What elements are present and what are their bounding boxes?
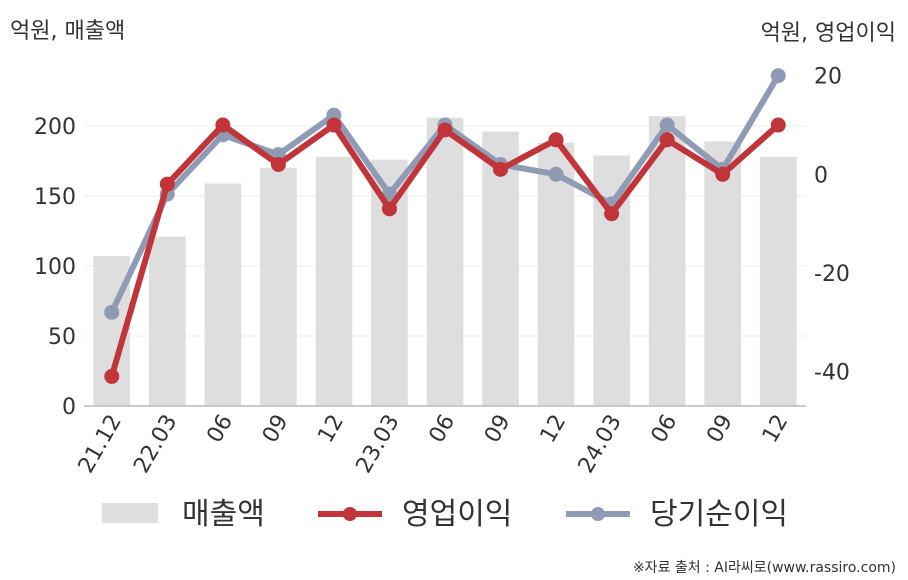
point-net-10: [659, 117, 675, 133]
bar-revenue-8: [537, 142, 575, 407]
x-tick-2: 06: [202, 411, 238, 448]
bar-revenue-3: [260, 168, 297, 406]
left-axis-unit: 억원, 매출액: [10, 19, 125, 44]
bar-revenue-10: [648, 116, 686, 406]
bar-revenue-12: [759, 156, 797, 406]
x-tick-9: 24.03: [574, 411, 627, 478]
legend-swatch-revenue: [102, 503, 158, 523]
point-operating-11: [715, 166, 731, 182]
left-tick-3: 150: [34, 185, 76, 210]
point-net-0: [104, 304, 120, 320]
bar-revenue-7: [482, 131, 519, 406]
point-operating-3: [270, 156, 286, 172]
legend-marker-operating: [343, 507, 357, 521]
point-operating-1: [159, 176, 175, 192]
left-tick-2: 100: [34, 255, 76, 280]
legend-label-net: 당기순이익: [650, 497, 788, 532]
x-tick-5: 23.03: [352, 411, 405, 478]
right-tick-1: -20: [814, 262, 850, 287]
left-axis-ticks: 0 50 100 150 200: [34, 115, 76, 420]
bar-revenue-11: [704, 141, 742, 406]
point-operating-9: [604, 206, 620, 222]
point-net-12: [770, 68, 786, 84]
x-tick-10: 06: [647, 411, 683, 448]
x-tick-1: 22.03: [129, 411, 182, 478]
point-net-8: [548, 166, 564, 182]
point-operating-7: [493, 161, 509, 177]
x-tick-3: 09: [258, 411, 294, 448]
right-axis-ticks: -40 -20 0 20: [814, 65, 850, 386]
point-operating-8: [548, 132, 564, 148]
x-tick-0: 21.12: [74, 411, 127, 478]
x-tick-6: 06: [425, 411, 461, 448]
legend: 매출액 영업이익 당기순이익: [102, 497, 788, 532]
point-operating-2: [215, 117, 231, 133]
left-tick-4: 200: [34, 115, 76, 140]
x-tick-12: 12: [758, 411, 794, 448]
source-note: ※자료 출처 : AI라씨로(www.rassiro.com): [633, 560, 896, 576]
point-operating-4: [326, 117, 342, 133]
point-operating-6: [437, 122, 453, 138]
bar-revenue-2: [204, 183, 242, 406]
right-tick-3: 20: [814, 65, 842, 90]
bar-revenue-1: [148, 236, 186, 406]
point-operating-5: [381, 201, 397, 217]
x-tick-8: 12: [536, 411, 572, 448]
legend-label-operating: 영업이익: [402, 497, 512, 532]
right-axis-unit: 억원, 영업이익: [761, 21, 896, 46]
point-operating-10: [659, 132, 675, 148]
bar-revenue-4: [315, 156, 353, 406]
line-series: [104, 68, 786, 384]
bar-revenue-6: [426, 117, 464, 406]
bar-series-revenue: [93, 116, 797, 407]
x-tick-7: 09: [480, 411, 516, 448]
x-tick-4: 12: [313, 411, 349, 448]
legend-label-revenue: 매출액: [182, 497, 265, 532]
left-tick-1: 50: [48, 325, 76, 350]
right-tick-2: 0: [814, 163, 828, 188]
right-tick-0: -40: [814, 360, 850, 385]
point-operating-12: [770, 117, 786, 133]
legend-marker-net: [591, 507, 605, 521]
left-tick-0: 0: [62, 395, 76, 420]
x-axis-categories: 21.12 22.03 06 09 12 23.03 06 09 12 24.03 06 09 12: [74, 411, 794, 478]
x-tick-11: 09: [702, 411, 738, 448]
point-operating-0: [104, 368, 120, 384]
